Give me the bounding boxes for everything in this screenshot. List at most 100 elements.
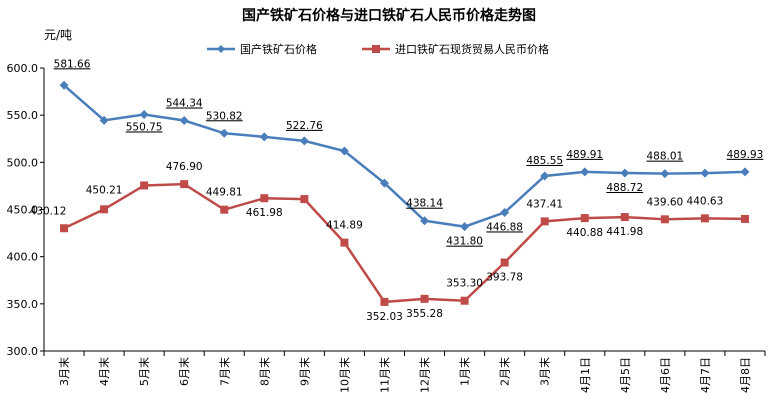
y-tick-label: 300.0 [7,345,39,358]
series-0-point [460,222,470,232]
x-tick-label: 1月末 [458,357,472,386]
x-tick-label: 4月8日 [739,357,752,393]
chart-title: 国产铁矿石价格与进口铁矿石人民币价格走势图 [242,7,536,24]
legend-item-domestic: 国产铁矿石价格 [207,42,317,56]
series-1-data-label: 450.21 [86,184,123,196]
series-1-point [580,214,589,223]
x-tick-label: 3月末 [57,357,71,386]
series-line-1 [63,182,745,304]
series-line-0 [63,84,746,228]
x-tick-label: 4月7日 [699,357,712,393]
series-1-point [380,297,389,306]
series-0-point [299,136,309,146]
x-tick-label: 9月末 [297,357,311,386]
series-1-point [220,205,229,214]
series-0-point [339,146,349,156]
y-tick-label: 600.0 [7,62,39,75]
x-tick-label: 2月末 [498,357,512,386]
series-1-point [140,181,149,190]
series-0-point [700,168,710,178]
series-0-data-label: 489.93 [727,149,764,161]
x-tick-label: 12月末 [418,357,432,393]
series-0-point [179,116,189,126]
x-tick-label: 6月末 [177,357,191,386]
series-0-data-label: 485.55 [526,155,563,167]
y-tick-label: 550.0 [7,109,39,122]
series-0-point [500,207,510,217]
series-0-point [59,80,69,90]
series-0-point [420,216,430,226]
x-tick-label: 4月末 [97,357,111,386]
series-1-point [620,213,629,222]
series-1-data-label: 439.60 [646,196,683,208]
series-1-data-label: 476.90 [166,161,203,173]
x-tick-label: 3月末 [538,357,552,386]
x-tick-label: 8月末 [257,357,271,386]
x-tick-label: 4月5日 [619,357,632,393]
series-1-data-label: 355.28 [406,308,443,320]
y-tick-label: 350.0 [7,298,39,311]
series-0-data-label: 446.88 [486,221,523,233]
y-tick-label: 450.0 [7,204,39,217]
series-1-data-label: 440.63 [687,195,724,207]
series-1-point [100,205,109,214]
series-1-point [500,258,509,267]
series-0-data-label: 489.91 [566,149,603,161]
series-1-point [540,217,549,226]
series-0-point [99,115,109,125]
series-0-data-label: 550.75 [126,121,163,133]
series-1-data-label: 393.78 [486,272,523,284]
x-tick-label: 11月末 [377,357,391,393]
series-1-point [460,296,469,305]
x-tick-label: 7月末 [217,357,231,386]
series-0-point [139,109,149,119]
series-1-data-label: 352.03 [366,311,403,323]
x-tick-label: 5月末 [137,357,151,386]
series-0-point [620,168,630,178]
series-1-point [60,224,69,233]
legend-marker-domestic [217,45,225,53]
series-1-data-label: 430.12 [30,205,67,217]
series-0-point [580,167,590,177]
series-1-point [660,215,669,224]
series-0-data-label: 438.14 [406,198,443,210]
series-1-point [340,238,349,247]
series-0-data-label: 544.34 [166,98,203,110]
series-1-point [300,195,309,204]
series-1-data-label: 437.41 [526,198,563,210]
series-0-point [379,178,389,188]
legend-item-import: 进口铁矿石现货贸易人民币价格 [362,42,549,56]
series-0-data-label: 522.76 [286,120,323,132]
series-1-point [740,214,749,223]
y-tick-label: 500.0 [7,156,39,169]
series-1-data-label: 353.30 [446,278,483,290]
series-1-data-label: 414.89 [326,220,363,232]
y-tick-label: 400.0 [7,251,39,264]
x-tick-label: 4月6日 [659,357,672,393]
plot-area: 300.0 350.0 400.0 450.0 500.0 550.0 600.0 3月末 4月… [7,58,766,393]
series-1-point [700,214,709,223]
legend-label-import: 进口铁矿石现货贸易人民币价格 [395,42,549,56]
x-tick-label: 4月1日 [579,357,592,393]
legend-marker-import [372,45,380,53]
series-1-data-label: 449.81 [206,187,243,199]
series-1-data-label: 461.98 [246,207,283,219]
series-0-point [259,132,269,142]
legend: 国产铁矿石价格 进口铁矿石现货贸易人民币价格 [207,42,549,56]
series-0-point [740,167,750,177]
series-0-data-label: 488.72 [606,182,643,194]
series-1-data-label: 441.98 [606,226,643,238]
series-0-data-label: 581.66 [54,58,91,70]
series-0-point [660,169,670,179]
series-1-point [420,294,429,303]
x-tick-label: 10月末 [337,357,351,393]
series-1-point [260,194,269,203]
series-0-point [219,128,229,138]
series-0-data-label: 488.01 [646,151,683,163]
series-1-data-label: 440.88 [566,227,603,239]
series-0-data-label: 431.80 [446,236,483,248]
series-0-data-label: 530.82 [206,110,243,122]
series-0-point [540,171,550,181]
y-axis-unit: 元/吨 [44,28,72,42]
